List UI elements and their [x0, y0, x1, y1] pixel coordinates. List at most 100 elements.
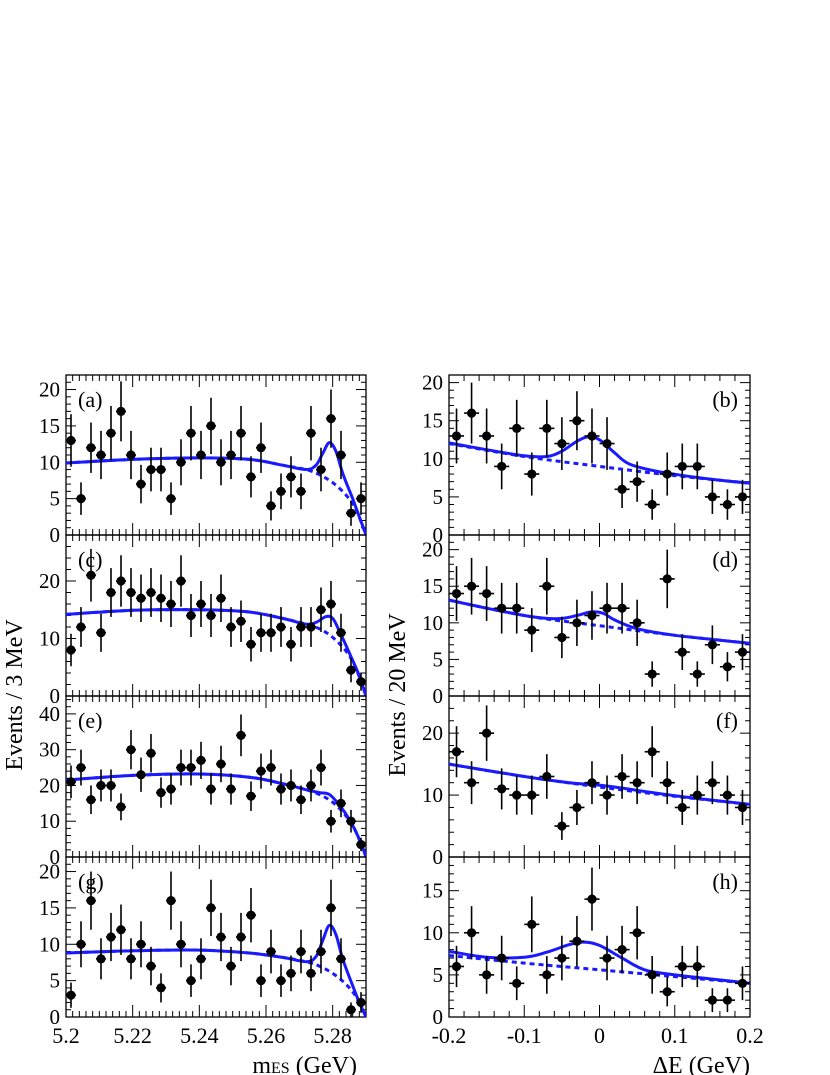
data-point [722, 499, 733, 510]
data-point [266, 628, 276, 638]
data-point [451, 431, 462, 441]
data-point [86, 570, 96, 580]
data-point [647, 669, 657, 679]
right-x-axis-label: ΔE (GeV) [653, 1053, 750, 1075]
data-point [662, 987, 672, 997]
data-point [166, 784, 176, 794]
data-point [206, 903, 216, 913]
panel-g: 0 5 10 15 20 5.2 5.22 5.24 5.26 5.28 (g) [39, 856, 367, 1048]
left-x-axis-label-sub: ES [271, 1060, 290, 1075]
data-point [176, 939, 186, 949]
data-point [146, 748, 156, 758]
data-point [246, 639, 256, 649]
data-point [572, 802, 582, 813]
background-fit-curve [66, 948, 366, 1017]
data-point [692, 669, 702, 679]
data-point [86, 443, 96, 453]
data-point [316, 464, 326, 475]
data-point [106, 428, 116, 438]
data-point [286, 639, 296, 649]
y-tick-label: 15 [39, 896, 60, 920]
data-point [186, 762, 196, 773]
panel-e: 0 10 20 30 40 (e) [39, 695, 367, 869]
data-point [196, 954, 206, 964]
data-point [236, 730, 246, 740]
data-point [707, 778, 717, 788]
data-point [336, 954, 346, 964]
data-point [296, 486, 306, 496]
y-tick-label: 15 [422, 574, 443, 598]
data-point [176, 576, 186, 586]
y-tick-label: 0 [433, 845, 444, 869]
data-point [451, 588, 462, 599]
data-point [186, 610, 196, 621]
data-point [226, 961, 236, 971]
panel-f-frame [448, 695, 751, 858]
data-point [677, 461, 687, 472]
data-point [482, 728, 492, 738]
data-point [662, 574, 672, 584]
data-point [156, 464, 166, 475]
x-tick-label: 5.24 [180, 1023, 219, 1048]
data-point [346, 665, 356, 675]
total-fit-curve [66, 608, 366, 696]
data-point [136, 479, 146, 489]
data-point [356, 494, 366, 504]
data-point [96, 628, 106, 638]
data-point [692, 961, 702, 972]
left-y-axis-label: Events / 3 MeV [2, 619, 28, 771]
data-point [572, 936, 582, 946]
data-point [542, 581, 552, 591]
data-point [722, 662, 733, 672]
y-tick-label: 10 [39, 450, 60, 474]
y-tick-label: 20 [39, 860, 60, 884]
x-tick-label: -0.1 [507, 1023, 542, 1048]
data-point [96, 780, 106, 791]
data-point [326, 816, 336, 826]
data-point [146, 464, 156, 475]
data-point [572, 416, 582, 426]
left-x-axis-label: mES (GeV) [252, 1053, 357, 1075]
data-point [451, 747, 462, 757]
data-point [106, 780, 116, 791]
data-point [126, 450, 136, 460]
panel-a: 0 5 10 15 20 (a) [39, 374, 367, 547]
data-point [542, 423, 552, 433]
y-tick-label: 10 [422, 447, 443, 471]
data-point [707, 640, 717, 650]
data-point [226, 622, 236, 632]
data-point [166, 896, 176, 906]
data-point [206, 784, 216, 794]
data-point [206, 421, 216, 431]
data-point [116, 802, 126, 812]
data-point [692, 790, 702, 800]
y-tick-label: 5 [50, 487, 61, 511]
data-point [106, 932, 116, 942]
data-point [116, 406, 126, 416]
data-point [617, 945, 627, 955]
data-point [106, 587, 116, 598]
panel-label-e: (e) [78, 708, 102, 733]
data-point [156, 983, 166, 993]
data-point [236, 428, 246, 438]
panel-label-a: (a) [78, 387, 102, 412]
data-point [632, 778, 642, 788]
panel-label-f: (f) [716, 708, 738, 733]
y-tick-label: 5 [50, 969, 61, 993]
data-point [692, 461, 702, 472]
y-tick-label: 20 [422, 721, 443, 745]
data-point [306, 622, 316, 632]
y-tick-label: 10 [422, 783, 443, 807]
data-point [356, 677, 366, 687]
data-point [602, 790, 612, 800]
data-point [482, 431, 492, 441]
y-tick-label: 0 [433, 1005, 444, 1029]
data-point [587, 894, 597, 904]
data-point [497, 784, 507, 794]
data-point [737, 978, 748, 988]
data-point [722, 995, 733, 1005]
y-tick-label: 0 [433, 523, 444, 547]
data-point [76, 939, 86, 949]
data-point [527, 919, 537, 929]
data-point [146, 587, 156, 598]
